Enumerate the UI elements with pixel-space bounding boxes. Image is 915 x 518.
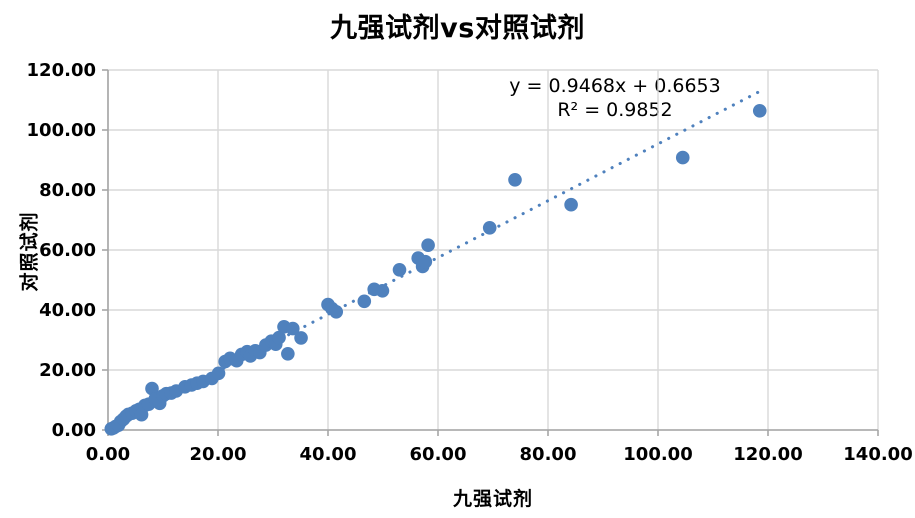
x-axis-title: 九强试剂 — [452, 488, 533, 510]
x-axis-tick-label: 0.00 — [86, 444, 130, 465]
data-point — [752, 104, 767, 118]
data-point — [418, 254, 433, 269]
data-point — [675, 150, 690, 165]
x-axis-tick-label: 20.00 — [190, 444, 247, 465]
y-axis-tick-label: 120.00 — [27, 60, 96, 81]
data-point — [564, 197, 578, 212]
y-axis-tick-label: 20.00 — [39, 360, 96, 381]
x-axis-tick-label: 40.00 — [300, 444, 357, 465]
data-point — [294, 331, 308, 345]
data-point — [508, 173, 522, 187]
data-point — [482, 221, 497, 235]
r-squared-label: R² = 0.9852 — [557, 99, 673, 121]
data-point — [281, 347, 295, 361]
trendline-equation-line1: y = 0.9468x + 0.6653 — [509, 75, 721, 97]
data-point — [211, 366, 226, 381]
data-point — [421, 238, 435, 252]
x-axis-tick-label: 100.00 — [623, 444, 692, 465]
data-point — [329, 305, 344, 319]
x-axis-tick-label: 80.00 — [520, 444, 577, 465]
data-point — [357, 294, 372, 309]
trend-line — [109, 89, 762, 429]
y-axis-tick-label: 0.00 — [52, 420, 96, 441]
data-point — [145, 381, 159, 396]
chart-title: 九强试剂vs对照试剂 — [330, 13, 585, 44]
y-axis-tick-label: 40.00 — [39, 300, 96, 321]
y-axis-tick-label: 100.00 — [27, 120, 96, 141]
data-point — [375, 284, 390, 298]
y-axis-tick-label: 80.00 — [39, 180, 96, 201]
data-point — [392, 263, 407, 277]
x-axis-tick-label: 140.00 — [843, 444, 912, 465]
x-axis-tick-label: 120.00 — [733, 444, 802, 465]
x-axis-tick-label: 60.00 — [410, 444, 467, 465]
y-axis-title: 对照试剂 — [18, 211, 41, 292]
data-point — [272, 330, 286, 345]
trendline-equation: y = 0.9468x + 0.6653 R² = 0.9852 — [470, 74, 760, 122]
data-point — [286, 321, 300, 336]
y-axis-tick-label: 60.00 — [39, 240, 96, 261]
